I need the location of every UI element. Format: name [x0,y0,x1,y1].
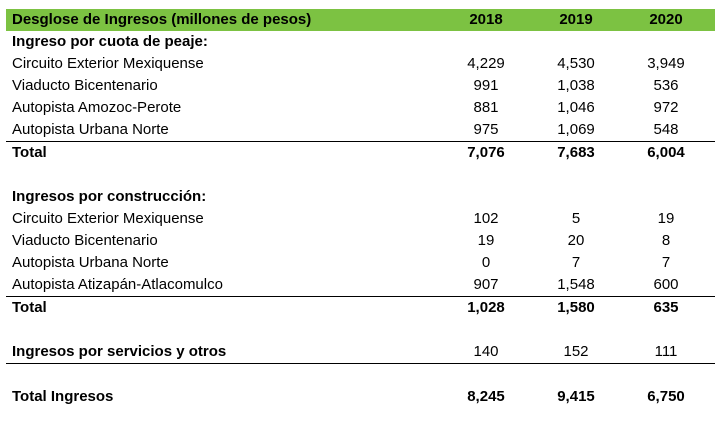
table-row: Autopista Urbana Norte 975 1,069 548 [6,119,715,141]
table-row: Autopista Amozoc-Perote 881 1,046 972 [6,97,715,119]
value-2020: 548 [653,121,679,138]
grand-total-2020: 6,750 [647,388,685,405]
grand-total-label: Total Ingresos [12,388,114,405]
table-row: Circuito Exterior Mexiquense 4,229 4,530… [6,53,715,75]
grand-total-2019: 9,415 [557,388,595,405]
servicios-2020: 111 [654,343,678,360]
spacer [6,319,715,341]
value-2018: 102 [473,210,499,227]
servicios-label: Ingresos por servicios y otros [12,343,227,360]
table-title: Desglose de Ingresos (millones de pesos) [12,11,312,28]
value-2020: 19 [657,210,675,227]
section-title-row: Ingreso por cuota de peaje: [6,31,715,53]
value-2020: 8 [661,232,671,249]
income-breakdown-table: Desglose de Ingresos (millones de pesos)… [6,9,715,408]
table-row: Autopista Urbana Norte 0 7 7 [6,252,715,274]
value-2019: 4,530 [557,55,595,72]
row-label: Autopista Urbana Norte [12,121,169,138]
value-2018: 0 [481,254,491,271]
value-2019: 1,046 [557,99,595,116]
value-2018: 19 [477,232,495,249]
table-row: Circuito Exterior Mexiquense 102 5 19 [6,208,715,230]
value-2018: 907 [473,276,499,293]
value-2019: 20 [567,232,585,249]
section-title-peaje: Ingreso por cuota de peaje: [12,33,208,50]
servicios-row: Ingresos por servicios y otros 140 152 1… [6,341,715,363]
row-label: Viaducto Bicentenario [12,77,158,94]
value-2018: 881 [473,99,499,116]
value-2019: 1,038 [557,77,595,94]
value-2020: 536 [653,77,679,94]
value-2019: 5 [571,210,581,227]
spacer [6,363,715,386]
section-title-construccion: Ingresos por construcción: [12,188,207,205]
construccion-total-row: Total 1,028 1,580 635 [6,296,715,319]
total-2018: 7,076 [467,144,505,161]
value-2020: 600 [653,276,679,293]
value-2018: 991 [473,77,499,94]
table-row: Viaducto Bicentenario 19 20 8 [6,230,715,252]
value-2018: 975 [473,121,499,138]
peaje-total-row: Total 7,076 7,683 6,004 [6,141,715,164]
value-2020: 7 [661,254,671,271]
value-2019: 1,069 [557,121,595,138]
row-label: Circuito Exterior Mexiquense [12,210,204,227]
row-label: Circuito Exterior Mexiquense [12,55,204,72]
servicios-2019: 152 [563,343,589,360]
row-label: Autopista Atizapán-Atlacomulco [12,276,223,293]
year-2020-header: 2020 [649,11,683,28]
total-2018: 1,028 [467,299,505,316]
grand-total-row: Total Ingresos 8,245 9,415 6,750 [6,386,715,408]
section-title-row: Ingresos por construcción: [6,186,715,208]
row-label: Autopista Amozoc-Perote [12,99,182,116]
spacer [6,164,715,186]
grand-total-2018: 8,245 [467,388,505,405]
servicios-2018: 140 [473,343,499,360]
total-2020: 6,004 [647,144,685,161]
value-2018: 4,229 [467,55,505,72]
row-label: Viaducto Bicentenario [12,232,158,249]
table-row: Viaducto Bicentenario 991 1,038 536 [6,75,715,97]
total-2020: 635 [653,299,679,316]
year-2019-header: 2019 [559,11,593,28]
value-2020: 972 [653,99,679,116]
year-2018-header: 2018 [469,11,503,28]
value-2019: 1,548 [557,276,595,293]
row-label: Autopista Urbana Norte [12,254,169,271]
total-2019: 7,683 [557,144,595,161]
total-label: Total [12,144,47,161]
table-header-row: Desglose de Ingresos (millones de pesos)… [6,9,715,31]
table-row: Autopista Atizapán-Atlacomulco 907 1,548… [6,274,715,296]
value-2019: 7 [571,254,581,271]
total-2019: 1,580 [557,299,595,316]
value-2020: 3,949 [647,55,685,72]
total-label: Total [12,299,47,316]
